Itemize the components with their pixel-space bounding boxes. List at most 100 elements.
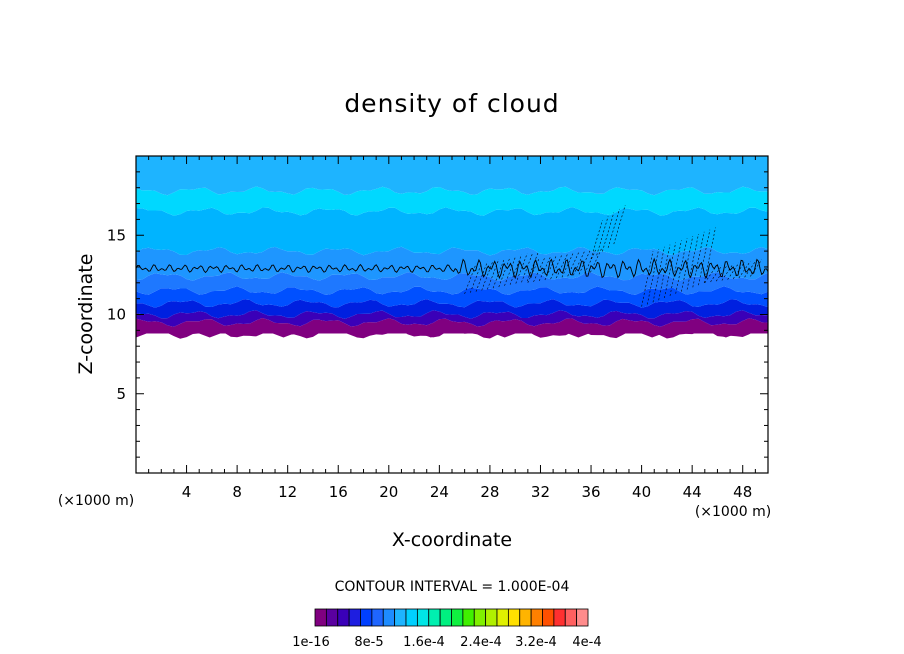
wave-pattern-line [727,262,740,280]
colorbar-label: 3.2e-4 [515,635,557,650]
colorbar-label: 2.4e-4 [460,635,502,650]
colorbar-labels: 1e-16 8e-5 1.6e-4 2.4e-4 3.2e-4 4e-4 [292,635,601,650]
x-tick-label: 44 [683,483,702,501]
wave-pattern-line [470,262,482,293]
colorbar-swatch [553,608,566,627]
x-tick-label: 32 [531,483,550,501]
density-band [136,272,768,295]
wave-pattern-line [686,233,699,290]
x-unit-left: (×1000 m) [58,493,134,509]
wave-pattern-line [498,256,511,288]
density-band [136,299,768,319]
colorbar-swatch [382,608,396,627]
wave-pattern-line [590,220,603,260]
colorbar-swatch [360,608,373,627]
wave-pattern-line [664,242,676,299]
wave-pattern-line [596,216,609,256]
wave-pattern-line [658,244,671,301]
colorbar-swatch [564,608,578,627]
wave-pattern-line [698,229,711,286]
y-tick-label: 10 [107,306,126,324]
wave-pattern-line [669,240,682,296]
x-tick-label: 20 [379,483,398,501]
colorbar-swatch [462,608,475,627]
wave-pattern-line [647,248,659,305]
x-tick-label: 24 [430,483,449,501]
wave-pattern-line [704,266,717,283]
colorbar-swatch [348,608,361,627]
density-band [136,186,768,216]
wave-pattern-line [561,252,574,278]
colorbar-swatch [530,608,543,627]
colorbar-swatch [325,608,339,627]
wave-pattern-line [464,263,477,295]
colorbar-swatch [507,608,521,627]
cloud-density-field [136,156,768,339]
wave-pattern-line [475,261,488,292]
colorbar-swatch [576,608,589,627]
wave-pattern-line [567,251,580,277]
wave-pattern-line [641,251,654,307]
density-band [136,246,768,281]
wave-pattern-line [533,257,546,283]
wave-pattern-line [744,260,757,278]
wave-pattern-line [492,258,505,289]
x-tick-labels: 4 8 12 16 20 24 28 32 36 40 44 48 [182,483,752,501]
colorbar-swatch [542,608,555,627]
axis-ticks [136,156,768,473]
wave-pattern-line [538,256,551,282]
colorbar-swatch [314,608,327,627]
colorbar-swatch [451,608,464,627]
wave-pattern-line [515,253,528,284]
wave-pattern-line [613,205,626,245]
colorbar-swatch [416,608,430,627]
wave-pattern-line [556,253,568,279]
y-axis-label: Z-coordinate [75,254,97,375]
x-tick-label: 28 [480,483,499,501]
wave-pattern-line [721,263,734,281]
cloud-base-layer [136,327,768,338]
density-band [136,207,768,256]
colorbar-swatch [405,608,418,627]
wave-pattern-line [527,258,540,283]
y-tick-label: 15 [107,226,126,244]
density-band [136,156,768,196]
wave-pattern-line [750,259,762,277]
x-tick-label: 48 [733,483,752,501]
wave-pattern-line [578,249,591,275]
colorbar-swatch [428,608,441,627]
colorbar-label: 1.6e-4 [403,635,445,650]
wave-pattern-line [738,261,751,279]
x-tick-label: 16 [329,483,348,501]
colorbar-swatch [485,608,498,627]
wave-pattern-line [504,255,517,286]
colorbar-label: 1e-16 [292,635,330,650]
wave-pattern-line [602,212,615,252]
colorbar-swatch [371,608,384,627]
x-tick-label: 36 [581,483,600,501]
colorbar-swatch [519,608,532,627]
x-tick-label: 8 [232,483,242,501]
contour-line [135,257,769,280]
x-unit-right: (×1000 m) [695,504,771,520]
wave-pattern-line [573,250,585,276]
wave-pattern-line [607,208,620,248]
chart-title: density of cloud [344,89,559,118]
colorbar-swatch [439,608,452,627]
y-tick-labels: 5 10 15 [107,226,126,403]
wave-pattern-line [710,265,723,283]
colorbar-label: 4e-4 [572,635,601,650]
density-band [136,286,768,308]
x-tick-label: 4 [182,483,192,501]
colorbar [314,608,589,627]
colorbar-swatch [337,608,350,627]
wave-pattern-line [732,261,745,279]
wave-pattern-line [487,259,500,290]
wave-pattern-line [681,236,694,292]
wave-pattern-line [675,238,688,294]
wave-pattern-line [715,264,728,282]
wave-pattern-line [590,247,603,273]
contour-lines [135,205,769,307]
colorbar-label: 8e-5 [354,635,383,650]
